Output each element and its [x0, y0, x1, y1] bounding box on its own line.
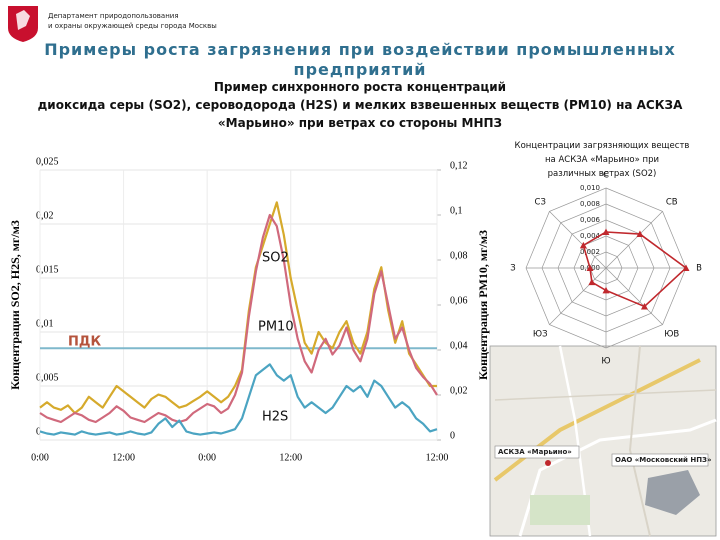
radar-grid: [525, 187, 687, 349]
series-line: [39, 201, 437, 415]
y-tick-label: 0,01: [36, 318, 54, 329]
org-line: и охраны окружающей среды города Москвы: [48, 22, 217, 30]
radar-spoke: [605, 211, 663, 269]
radar-tick-label: 0,006: [580, 216, 601, 224]
map-label: ОАО «Московский НПЗ»: [615, 456, 712, 464]
radar-category: С: [603, 171, 609, 181]
radar-tick-label: 0,008: [580, 200, 600, 208]
threshold-label: ПДК: [68, 335, 101, 350]
x-tick-label: 0:00: [198, 452, 216, 463]
series-annotation: H2S: [262, 410, 288, 425]
radar-category: З: [510, 264, 515, 274]
radar-marker: [588, 278, 596, 286]
radar-category: СЗ: [535, 198, 546, 208]
radar-tick-label: 0,010: [580, 184, 600, 192]
radar-marker: [640, 302, 648, 310]
radar-category: ЮВ: [664, 329, 679, 339]
y2-axis-title: Концентрация PM10, мг/м3: [476, 230, 490, 380]
radar-marker: [602, 286, 610, 294]
subtitle-line: «Марьино» при ветрах со стороны МНПЗ: [217, 116, 503, 130]
radar-tick-label: 0,004: [580, 232, 601, 240]
map-label-box: [494, 445, 580, 459]
radar-grid: [573, 235, 639, 301]
series-annotation: PM10: [258, 320, 294, 335]
subtitle-line: Пример синхронного роста концентраций: [213, 80, 507, 94]
x-tick-label: 12:00: [112, 452, 135, 463]
emblem: [8, 6, 38, 42]
y-axis-title: Концентрации SO2, H2S, мг/м3: [8, 220, 22, 390]
x-tick-label: 12:00: [279, 452, 302, 463]
radar-marker: [636, 230, 644, 238]
radar-spoke: [605, 267, 663, 325]
radar-spoke: [549, 267, 607, 325]
radar-tick-label: 0,002: [580, 248, 600, 256]
radar-grid: [589, 251, 623, 285]
y-tick-label: 0,025: [36, 156, 59, 167]
radar-category: СВ: [666, 198, 678, 208]
y-tick-label: 0,02: [36, 210, 54, 221]
radar-grid: [557, 219, 655, 317]
x-tick-label: 12:00: [426, 452, 449, 463]
y2-tick-label: 0,12: [450, 160, 468, 171]
series-annotation: SO2: [262, 251, 289, 266]
radar-grid: [541, 203, 671, 333]
series-line: [39, 363, 438, 436]
radar-category: ЮЗ: [533, 329, 548, 339]
series-line: [39, 213, 438, 424]
radar-title: Концентрации загрязняющих веществ на АСКЗ…: [515, 141, 690, 179]
y2-tick-label: 0,02: [450, 385, 468, 396]
radar-marker: [579, 241, 587, 249]
y2-tick-label: 0,1: [450, 205, 463, 216]
radar-tick-label: 0,000: [580, 264, 600, 272]
map-label: АСКЗА «Марьино»: [498, 448, 572, 456]
radar-category: В: [696, 264, 702, 274]
y2-tick-label: 0,06: [450, 295, 468, 306]
y-tick-label: 0,015: [36, 264, 59, 275]
radar-line: [582, 231, 688, 308]
radar-marker: [602, 228, 610, 235]
y2-tick-label: 0: [450, 430, 455, 441]
map-label-box: [611, 453, 709, 467]
y2-tick-label: 0,04: [450, 340, 468, 351]
radar-marker: [682, 264, 690, 271]
x-tick-label: 0:00: [31, 452, 49, 463]
y-tick-label: 0: [36, 426, 41, 437]
radar-spoke: [549, 211, 607, 269]
slide-title: Примеры роста загрязнения при воздействи…: [44, 40, 676, 79]
map: АСКЗА «Марьино» ОАО «Московский НПЗ»: [489, 345, 717, 537]
y-tick-label: 0,005: [36, 372, 59, 383]
y2-tick-label: 0,08: [450, 250, 468, 261]
radar-category: Ю: [601, 357, 610, 367]
radar-marker: [586, 264, 594, 271]
org-line: Департамент природопользования: [48, 12, 179, 20]
subtitle-line: диоксида серы (SO2), сероводорода (H2S) …: [37, 98, 683, 112]
